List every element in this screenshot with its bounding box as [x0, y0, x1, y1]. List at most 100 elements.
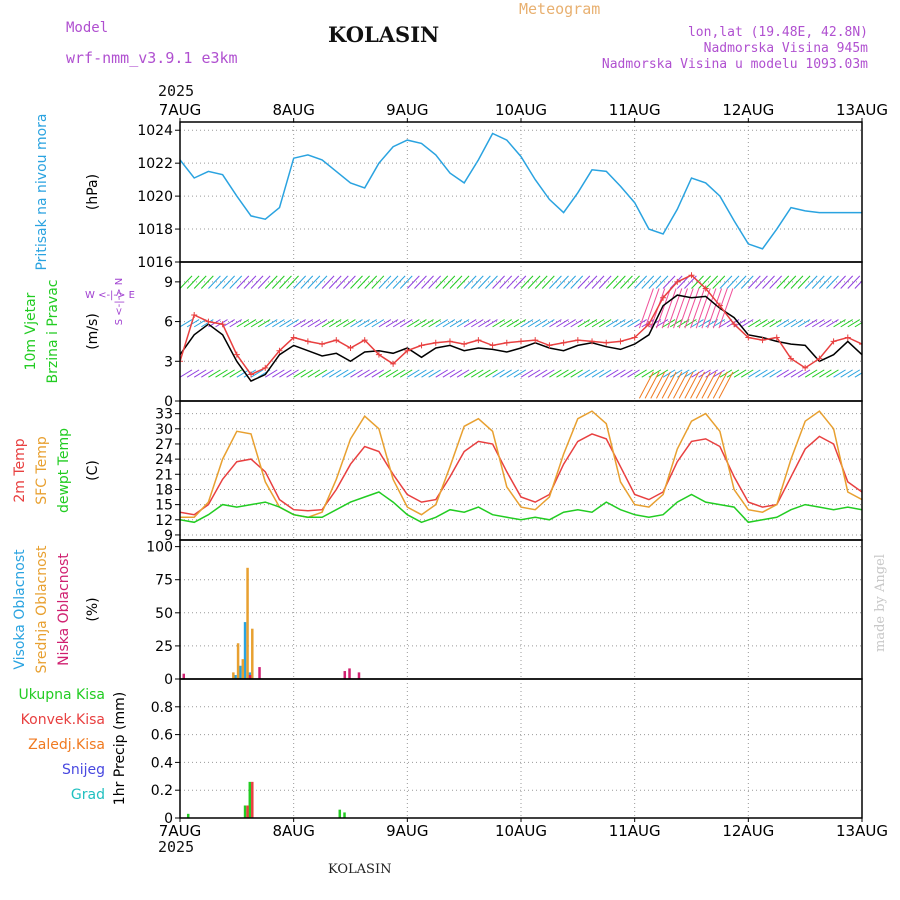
x-tick-label-bottom: 8AUG [272, 822, 314, 840]
wind-barb [442, 319, 456, 328]
wind-barb [534, 369, 548, 378]
wind-barb [300, 319, 314, 328]
wind-barb [243, 319, 257, 328]
wind-barb [563, 369, 576, 378]
wind-barb [250, 275, 264, 289]
wind-barb [222, 319, 235, 328]
model-name: wrf-nmm_v3.9.1 e3km [66, 49, 238, 67]
wind-barb [279, 369, 292, 378]
series-line [180, 433, 862, 516]
gust-marker [375, 351, 382, 358]
gust-marker [688, 272, 695, 279]
wind-barb [644, 371, 660, 399]
wind-barb [428, 319, 441, 328]
bar-mark [182, 673, 185, 679]
wind-barb [740, 319, 754, 328]
wind-barb [598, 275, 612, 289]
side-label: Visoka Oblacnost [12, 549, 28, 670]
gust-marker [233, 351, 240, 358]
wind-barb [300, 275, 314, 289]
y-tick-label: 3 [164, 354, 173, 370]
series-group [182, 567, 361, 679]
wind-barb [208, 275, 221, 289]
gust-marker [219, 321, 226, 328]
compass-label: W <-|-> E [85, 290, 135, 301]
wind-barb [350, 275, 363, 289]
wind-barb [350, 369, 363, 378]
wind-barb [661, 288, 677, 329]
wind-barb [804, 275, 818, 289]
y-axis-label: (%) [85, 597, 101, 621]
y-tick-label: 0.2 [151, 783, 173, 799]
y-tick-label: 50 [155, 606, 173, 622]
footer-station: KOLASIN [328, 862, 392, 877]
gust-marker [645, 321, 652, 328]
gust-marker [660, 294, 667, 301]
wind-barb [357, 275, 370, 289]
wind-barb [343, 319, 356, 328]
x-tick-label-top: 13AUG [836, 101, 888, 119]
wind-barb [638, 371, 654, 399]
gust-marker [589, 338, 596, 345]
wind-barb [371, 275, 385, 289]
wind-barb [542, 369, 555, 378]
bar-mark [186, 813, 190, 818]
wind-barb [549, 319, 562, 328]
wind-barb [840, 369, 853, 378]
gust-marker [390, 360, 397, 367]
wind-barb [435, 319, 449, 328]
wind-barb [620, 319, 633, 328]
wind-barb [336, 369, 349, 378]
bar-mark [248, 675, 252, 679]
wind-barb [414, 319, 427, 328]
gust-marker [617, 338, 624, 345]
wind-barb [414, 369, 427, 378]
wind-barb [542, 319, 555, 328]
wind-barb [662, 275, 676, 289]
gust-marker [745, 334, 752, 341]
wind-barb [385, 319, 399, 328]
wind-barb [463, 319, 477, 328]
wind-barb [783, 275, 797, 289]
wind-barb [193, 319, 207, 328]
gust-marker [432, 339, 439, 346]
wind-barb [605, 369, 619, 378]
wind-barb [612, 275, 626, 289]
gust-marker [574, 337, 581, 344]
bar-mark [248, 781, 252, 818]
y-tick-label: 0 [164, 672, 173, 688]
wind-barb [399, 319, 413, 328]
wind-barb [712, 319, 726, 328]
wind-barb [584, 319, 598, 328]
wind-barb [690, 288, 706, 329]
gust-marker [205, 318, 212, 325]
side-label: Brzina i Pravac [45, 280, 61, 384]
side-label: Niska Oblacnost [56, 553, 72, 666]
wind-barb [478, 319, 491, 328]
wind-barb [449, 369, 463, 378]
wind-barb [719, 319, 733, 328]
wind-barb [644, 288, 660, 329]
wind-barb [428, 369, 441, 378]
bar-mark [232, 672, 235, 679]
y-tick-label: 12 [155, 513, 173, 529]
wind-barb [499, 275, 513, 289]
wind-barb [492, 319, 505, 328]
gust-marker [503, 339, 510, 346]
y-tick-label: 1022 [137, 156, 173, 172]
wind-barb [698, 275, 711, 289]
wind-barb [527, 369, 541, 378]
wind-barb [748, 369, 761, 378]
wind-barb [613, 319, 626, 328]
wind-barb [428, 275, 442, 289]
y-tick-label: 33 [155, 407, 173, 423]
wind-barb [678, 288, 694, 329]
wind-barb [804, 319, 818, 328]
wind-barb [442, 275, 456, 289]
y-tick-label: 24 [155, 452, 173, 468]
wind-barb [719, 275, 733, 289]
wind-barb [655, 288, 671, 329]
wind-barb [534, 275, 548, 289]
